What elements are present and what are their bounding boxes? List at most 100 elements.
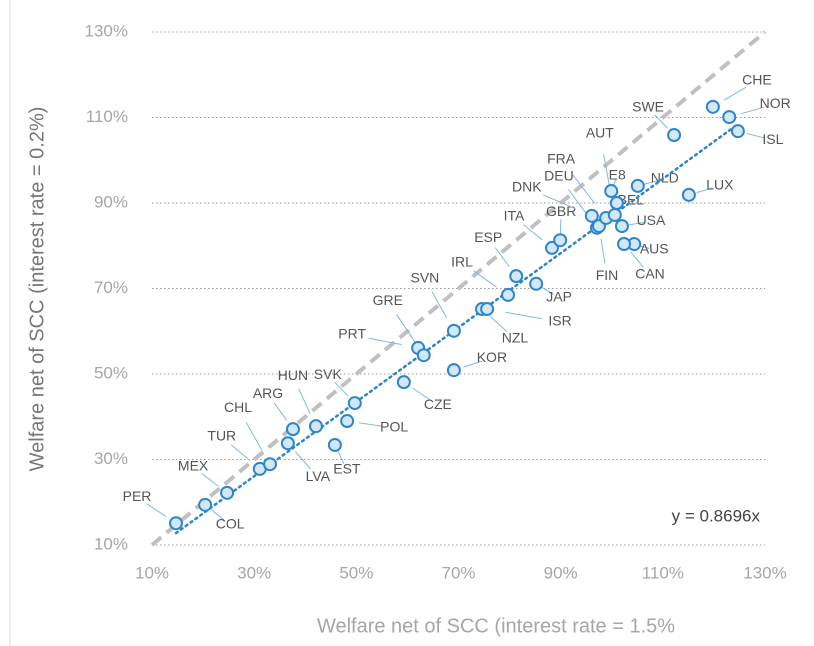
point-label: GBR [546, 203, 576, 219]
y-tick-label: 70% [94, 278, 128, 297]
x-tick-label: 130% [743, 563, 786, 582]
point [509, 269, 524, 284]
x-axis-title: Welfare net of SCC (interest rate = 1.5% [317, 615, 675, 637]
point [667, 128, 682, 143]
leader-line [523, 224, 543, 241]
leader-line [473, 270, 497, 288]
point-label: SWE [632, 99, 664, 115]
point [722, 110, 737, 125]
point-label: CHE [742, 72, 772, 88]
point [553, 233, 568, 248]
leader-line [337, 450, 345, 464]
point-label: ISR [548, 313, 571, 329]
leader-line [746, 132, 765, 139]
point [308, 419, 323, 434]
point [198, 497, 213, 512]
point [416, 348, 431, 363]
leader-line [230, 444, 251, 462]
point [220, 485, 235, 500]
leader-line [201, 472, 219, 487]
point-label: SVK [314, 366, 343, 382]
leader-line [295, 451, 311, 470]
point-label: FRA [547, 151, 576, 167]
leader-line [368, 337, 402, 346]
leader-line [334, 381, 349, 397]
leader-line [489, 316, 508, 332]
point [604, 184, 619, 199]
leader-line [654, 114, 668, 129]
leader-line [723, 86, 747, 101]
y-tick-label: 110% [86, 107, 128, 126]
y-axis-title: Welfare net of SCC (interest rate = 0.2%… [26, 107, 48, 472]
leader-line [571, 174, 596, 204]
leader-line [396, 314, 416, 342]
x-tick-label: 50% [339, 563, 373, 582]
point-label: KOR [477, 349, 507, 365]
point-label: EST [333, 461, 361, 477]
point [730, 124, 745, 139]
leader-line [542, 194, 576, 210]
point [327, 437, 342, 452]
leader-line [559, 219, 562, 234]
leader-line [431, 291, 448, 319]
leader-line [298, 388, 311, 414]
point-label: MEX [178, 458, 209, 474]
point-label: NOR [760, 95, 791, 111]
point [630, 178, 645, 193]
point [681, 187, 696, 202]
point-label: COL [216, 516, 245, 532]
point-label: LVA [306, 468, 331, 484]
point-label: CZE [424, 396, 452, 412]
leader-line [273, 402, 288, 421]
leader-line [644, 180, 659, 185]
leader-line [245, 421, 263, 451]
point-label: USA [637, 212, 666, 228]
y-tick-label: 10% [94, 534, 128, 553]
point-label: AUS [640, 241, 669, 257]
point-label: TUR [207, 428, 236, 444]
point [446, 323, 461, 338]
y-tick-label: 50% [94, 363, 128, 382]
leader-line [600, 238, 606, 264]
leader-line [146, 503, 167, 518]
leader-line [494, 247, 510, 267]
point [705, 99, 720, 114]
point-label: DNK [512, 179, 542, 195]
point [607, 207, 622, 222]
point-label: LUX [706, 177, 734, 193]
point [480, 302, 495, 317]
leader-line [412, 387, 430, 400]
leader-line [629, 221, 644, 226]
point-label: ITA [504, 208, 525, 224]
point [280, 436, 295, 451]
point [529, 276, 544, 291]
point-label: IRL [451, 254, 473, 270]
point [285, 422, 300, 437]
point-label: PER [123, 488, 152, 504]
point-label: HUN [278, 367, 308, 383]
leader-line [568, 189, 588, 216]
leader-line [541, 286, 554, 295]
point [501, 287, 516, 302]
point-label: AUT [586, 125, 614, 141]
point [614, 219, 629, 234]
point-label: ARG [253, 385, 283, 401]
point [609, 196, 624, 210]
point-label: FIN [596, 267, 619, 283]
leader-line [696, 187, 713, 194]
leader-line [740, 106, 764, 115]
point-label: PRT [338, 326, 366, 342]
y-tick-label: 130% [85, 21, 128, 40]
point [584, 208, 599, 223]
point-label: POL [380, 419, 408, 435]
leader-line [505, 311, 542, 320]
x-tick-label: 10% [135, 563, 169, 582]
leader-line [211, 509, 225, 521]
point-label: ESP [474, 229, 502, 245]
y-tick-label: 30% [94, 449, 128, 468]
point-label: ISL [762, 131, 783, 147]
y-tick-label: 90% [94, 192, 128, 211]
point-label: NLD [651, 170, 679, 186]
point [617, 237, 632, 252]
